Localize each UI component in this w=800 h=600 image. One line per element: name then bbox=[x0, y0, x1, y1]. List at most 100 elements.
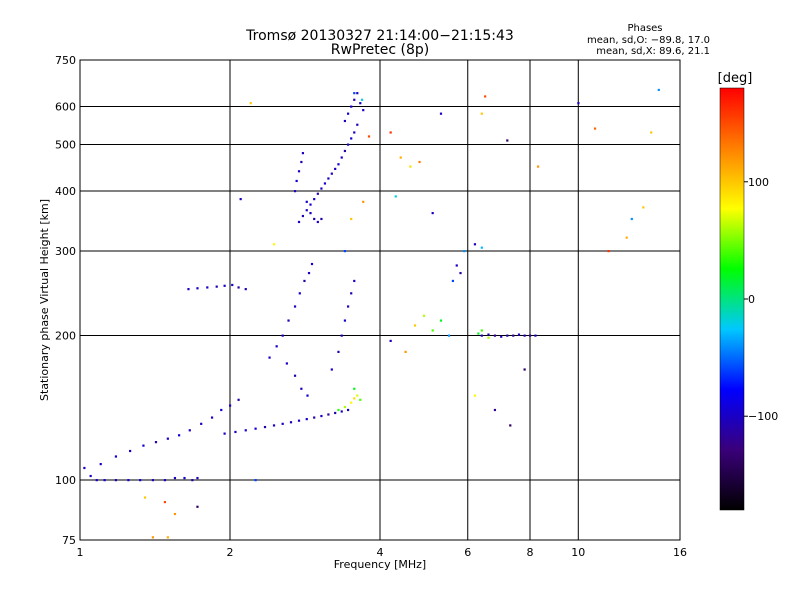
data-point bbox=[327, 413, 330, 416]
data-point bbox=[163, 500, 167, 504]
x-tick-label: 2 bbox=[227, 546, 234, 559]
data-point bbox=[362, 200, 365, 203]
data-point bbox=[320, 187, 323, 190]
phase-stats-x: mean, sd,X: 89.6, 21.1 bbox=[596, 46, 710, 57]
x-tick-label: 16 bbox=[673, 546, 687, 559]
data-point bbox=[289, 421, 293, 424]
y-tick-label: 500 bbox=[55, 139, 76, 152]
x-tick-label: 6 bbox=[464, 546, 471, 559]
data-point bbox=[536, 165, 540, 168]
data-point bbox=[237, 398, 240, 401]
data-point bbox=[480, 246, 483, 249]
data-point bbox=[413, 324, 417, 327]
data-point bbox=[323, 182, 327, 185]
data-point bbox=[143, 496, 147, 499]
data-point bbox=[173, 476, 177, 480]
data-point bbox=[359, 398, 362, 401]
data-point bbox=[229, 404, 232, 407]
data-point bbox=[320, 217, 323, 221]
data-point bbox=[409, 165, 412, 168]
data-point bbox=[353, 98, 356, 101]
data-point bbox=[394, 195, 397, 198]
data-point bbox=[337, 408, 340, 412]
data-point bbox=[301, 214, 305, 218]
y-tick-label: 100 bbox=[55, 474, 76, 487]
data-point bbox=[500, 335, 503, 338]
data-point bbox=[220, 408, 223, 412]
data-point bbox=[343, 319, 347, 322]
data-point bbox=[129, 449, 132, 453]
phase-stats-o: mean, sd,O: −89.8, 17.0 bbox=[587, 35, 710, 46]
data-point bbox=[593, 127, 597, 130]
data-point bbox=[353, 397, 356, 400]
data-point bbox=[305, 418, 308, 421]
data-point bbox=[285, 362, 288, 365]
data-point bbox=[346, 112, 350, 115]
data-point bbox=[650, 131, 653, 134]
data-point bbox=[418, 160, 421, 164]
data-point bbox=[151, 479, 155, 482]
data-point bbox=[356, 123, 359, 126]
data-point bbox=[303, 279, 306, 283]
data-point bbox=[360, 98, 364, 101]
data-point bbox=[463, 250, 466, 253]
data-point bbox=[451, 279, 455, 283]
data-point bbox=[306, 394, 309, 397]
x-tick-label: 1 bbox=[77, 546, 84, 559]
data-point bbox=[196, 287, 199, 290]
data-point bbox=[268, 356, 271, 359]
data-point bbox=[142, 444, 145, 447]
data-point bbox=[313, 198, 316, 201]
data-point bbox=[177, 434, 181, 437]
data-point bbox=[356, 394, 359, 397]
data-point bbox=[297, 220, 301, 224]
data-point bbox=[340, 334, 343, 337]
data-point bbox=[534, 334, 537, 337]
data-points bbox=[83, 88, 660, 539]
data-point bbox=[350, 292, 353, 295]
data-point bbox=[529, 334, 532, 337]
colorbar-ticks: 100 0 −100 bbox=[744, 176, 778, 423]
data-point bbox=[263, 425, 267, 429]
data-point bbox=[431, 212, 434, 215]
data-point bbox=[305, 209, 308, 212]
colorbar bbox=[719, 87, 745, 511]
data-point bbox=[334, 411, 337, 415]
data-point bbox=[272, 424, 276, 427]
data-point bbox=[350, 217, 353, 221]
data-point bbox=[330, 172, 333, 175]
data-point bbox=[439, 319, 443, 322]
data-point bbox=[300, 387, 303, 390]
y-tick-label: 200 bbox=[55, 330, 76, 343]
data-point bbox=[523, 334, 526, 337]
data-point bbox=[431, 329, 434, 332]
data-point bbox=[346, 408, 350, 412]
data-point bbox=[343, 405, 347, 409]
data-point bbox=[254, 479, 257, 482]
data-point bbox=[473, 394, 477, 397]
y-tick-label: 750 bbox=[55, 54, 76, 67]
data-point bbox=[389, 339, 392, 343]
data-point bbox=[353, 92, 356, 95]
data-point bbox=[310, 262, 314, 266]
data-point bbox=[281, 422, 284, 425]
data-point bbox=[389, 131, 392, 134]
chart-subtitle: RwPretec (8p) bbox=[331, 42, 429, 58]
data-point bbox=[422, 314, 426, 317]
data-point bbox=[330, 368, 333, 371]
data-point bbox=[327, 177, 330, 180]
data-point bbox=[295, 179, 298, 183]
data-point bbox=[473, 243, 477, 246]
data-point bbox=[151, 536, 155, 539]
data-point bbox=[223, 432, 226, 435]
data-point bbox=[272, 243, 276, 246]
data-point bbox=[399, 156, 402, 159]
data-point bbox=[630, 217, 633, 221]
data-point bbox=[154, 441, 158, 444]
data-point bbox=[477, 332, 480, 335]
data-point bbox=[480, 112, 483, 115]
data-point bbox=[244, 429, 247, 432]
data-point bbox=[493, 334, 497, 337]
data-point bbox=[307, 271, 311, 275]
grid-lines bbox=[80, 60, 680, 540]
